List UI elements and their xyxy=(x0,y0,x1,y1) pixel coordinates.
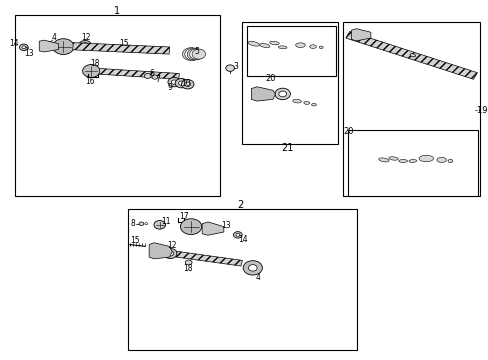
Text: 4: 4 xyxy=(255,273,260,282)
FancyBboxPatch shape xyxy=(347,130,477,196)
Text: 10: 10 xyxy=(181,79,191,88)
Polygon shape xyxy=(351,29,370,41)
Text: 15: 15 xyxy=(130,237,139,246)
Ellipse shape xyxy=(247,41,259,46)
Ellipse shape xyxy=(292,99,301,103)
Circle shape xyxy=(178,81,184,85)
Circle shape xyxy=(192,49,205,59)
Circle shape xyxy=(144,73,151,78)
Polygon shape xyxy=(345,31,476,79)
Text: 21: 21 xyxy=(281,143,293,153)
Polygon shape xyxy=(202,222,224,235)
Circle shape xyxy=(139,222,143,226)
Ellipse shape xyxy=(447,159,452,163)
Ellipse shape xyxy=(436,157,446,162)
Circle shape xyxy=(22,46,26,49)
Text: 18: 18 xyxy=(183,265,192,274)
Circle shape xyxy=(79,41,91,50)
FancyBboxPatch shape xyxy=(128,209,357,350)
FancyBboxPatch shape xyxy=(246,26,335,76)
Text: 16: 16 xyxy=(85,77,95,86)
Ellipse shape xyxy=(303,102,309,104)
FancyBboxPatch shape xyxy=(15,15,220,196)
Text: 4: 4 xyxy=(51,33,56,42)
Polygon shape xyxy=(39,40,59,52)
Ellipse shape xyxy=(378,158,388,162)
Circle shape xyxy=(163,248,177,258)
Text: 1: 1 xyxy=(114,6,120,17)
Text: 8: 8 xyxy=(130,219,135,228)
Text: 11: 11 xyxy=(161,217,170,226)
Ellipse shape xyxy=(269,41,279,45)
Text: 9: 9 xyxy=(167,83,172,92)
Text: 13: 13 xyxy=(221,221,230,230)
Circle shape xyxy=(53,43,62,50)
Ellipse shape xyxy=(418,155,433,162)
Polygon shape xyxy=(99,68,179,79)
Circle shape xyxy=(55,45,60,49)
Circle shape xyxy=(235,233,239,236)
Circle shape xyxy=(167,77,180,87)
Circle shape xyxy=(225,65,234,71)
Circle shape xyxy=(278,91,286,97)
Text: -19: -19 xyxy=(473,105,487,114)
Ellipse shape xyxy=(319,46,323,49)
Circle shape xyxy=(243,261,262,275)
Circle shape xyxy=(171,80,177,84)
Circle shape xyxy=(182,48,200,60)
Circle shape xyxy=(181,80,194,89)
Text: 17: 17 xyxy=(179,212,188,221)
Polygon shape xyxy=(73,42,169,54)
Text: 14: 14 xyxy=(9,39,19,48)
FancyBboxPatch shape xyxy=(241,22,337,144)
Text: 12: 12 xyxy=(81,33,91,42)
Circle shape xyxy=(185,260,192,265)
Circle shape xyxy=(180,219,201,234)
Ellipse shape xyxy=(259,44,269,48)
Circle shape xyxy=(81,42,88,48)
Ellipse shape xyxy=(409,54,415,57)
Text: 6: 6 xyxy=(149,69,154,78)
Ellipse shape xyxy=(278,46,286,49)
Circle shape xyxy=(53,39,74,54)
Ellipse shape xyxy=(388,157,397,160)
Text: 12: 12 xyxy=(167,241,176,250)
Ellipse shape xyxy=(398,159,407,162)
Text: 14: 14 xyxy=(238,235,247,244)
Circle shape xyxy=(187,48,202,60)
Circle shape xyxy=(233,231,242,238)
Ellipse shape xyxy=(309,45,316,48)
Ellipse shape xyxy=(408,159,416,162)
Polygon shape xyxy=(251,87,275,101)
Polygon shape xyxy=(176,251,242,266)
Text: 3: 3 xyxy=(233,62,238,71)
Circle shape xyxy=(175,78,187,88)
Circle shape xyxy=(274,88,290,100)
Text: 15: 15 xyxy=(119,39,128,48)
Ellipse shape xyxy=(311,103,316,106)
Circle shape xyxy=(248,265,257,271)
Circle shape xyxy=(166,251,173,256)
Text: 7: 7 xyxy=(155,75,160,84)
Circle shape xyxy=(20,44,28,50)
Text: 18: 18 xyxy=(90,59,100,68)
Circle shape xyxy=(144,223,147,225)
Circle shape xyxy=(189,49,203,59)
Polygon shape xyxy=(149,243,172,259)
Text: 13: 13 xyxy=(24,49,33,58)
Circle shape xyxy=(82,64,100,77)
Circle shape xyxy=(154,221,165,229)
Text: 20: 20 xyxy=(265,75,275,84)
Ellipse shape xyxy=(295,43,305,48)
Circle shape xyxy=(45,41,53,47)
Circle shape xyxy=(152,75,158,79)
Text: 2: 2 xyxy=(237,200,244,210)
FancyBboxPatch shape xyxy=(342,22,479,196)
Text: 5: 5 xyxy=(194,47,199,56)
Circle shape xyxy=(184,82,190,86)
Circle shape xyxy=(184,48,201,60)
Text: 20: 20 xyxy=(343,127,353,136)
